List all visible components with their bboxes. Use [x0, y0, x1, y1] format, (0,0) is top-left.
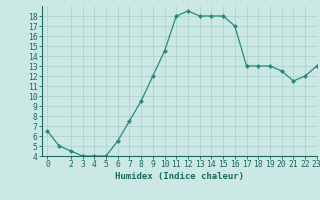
X-axis label: Humidex (Indice chaleur): Humidex (Indice chaleur)	[115, 172, 244, 181]
